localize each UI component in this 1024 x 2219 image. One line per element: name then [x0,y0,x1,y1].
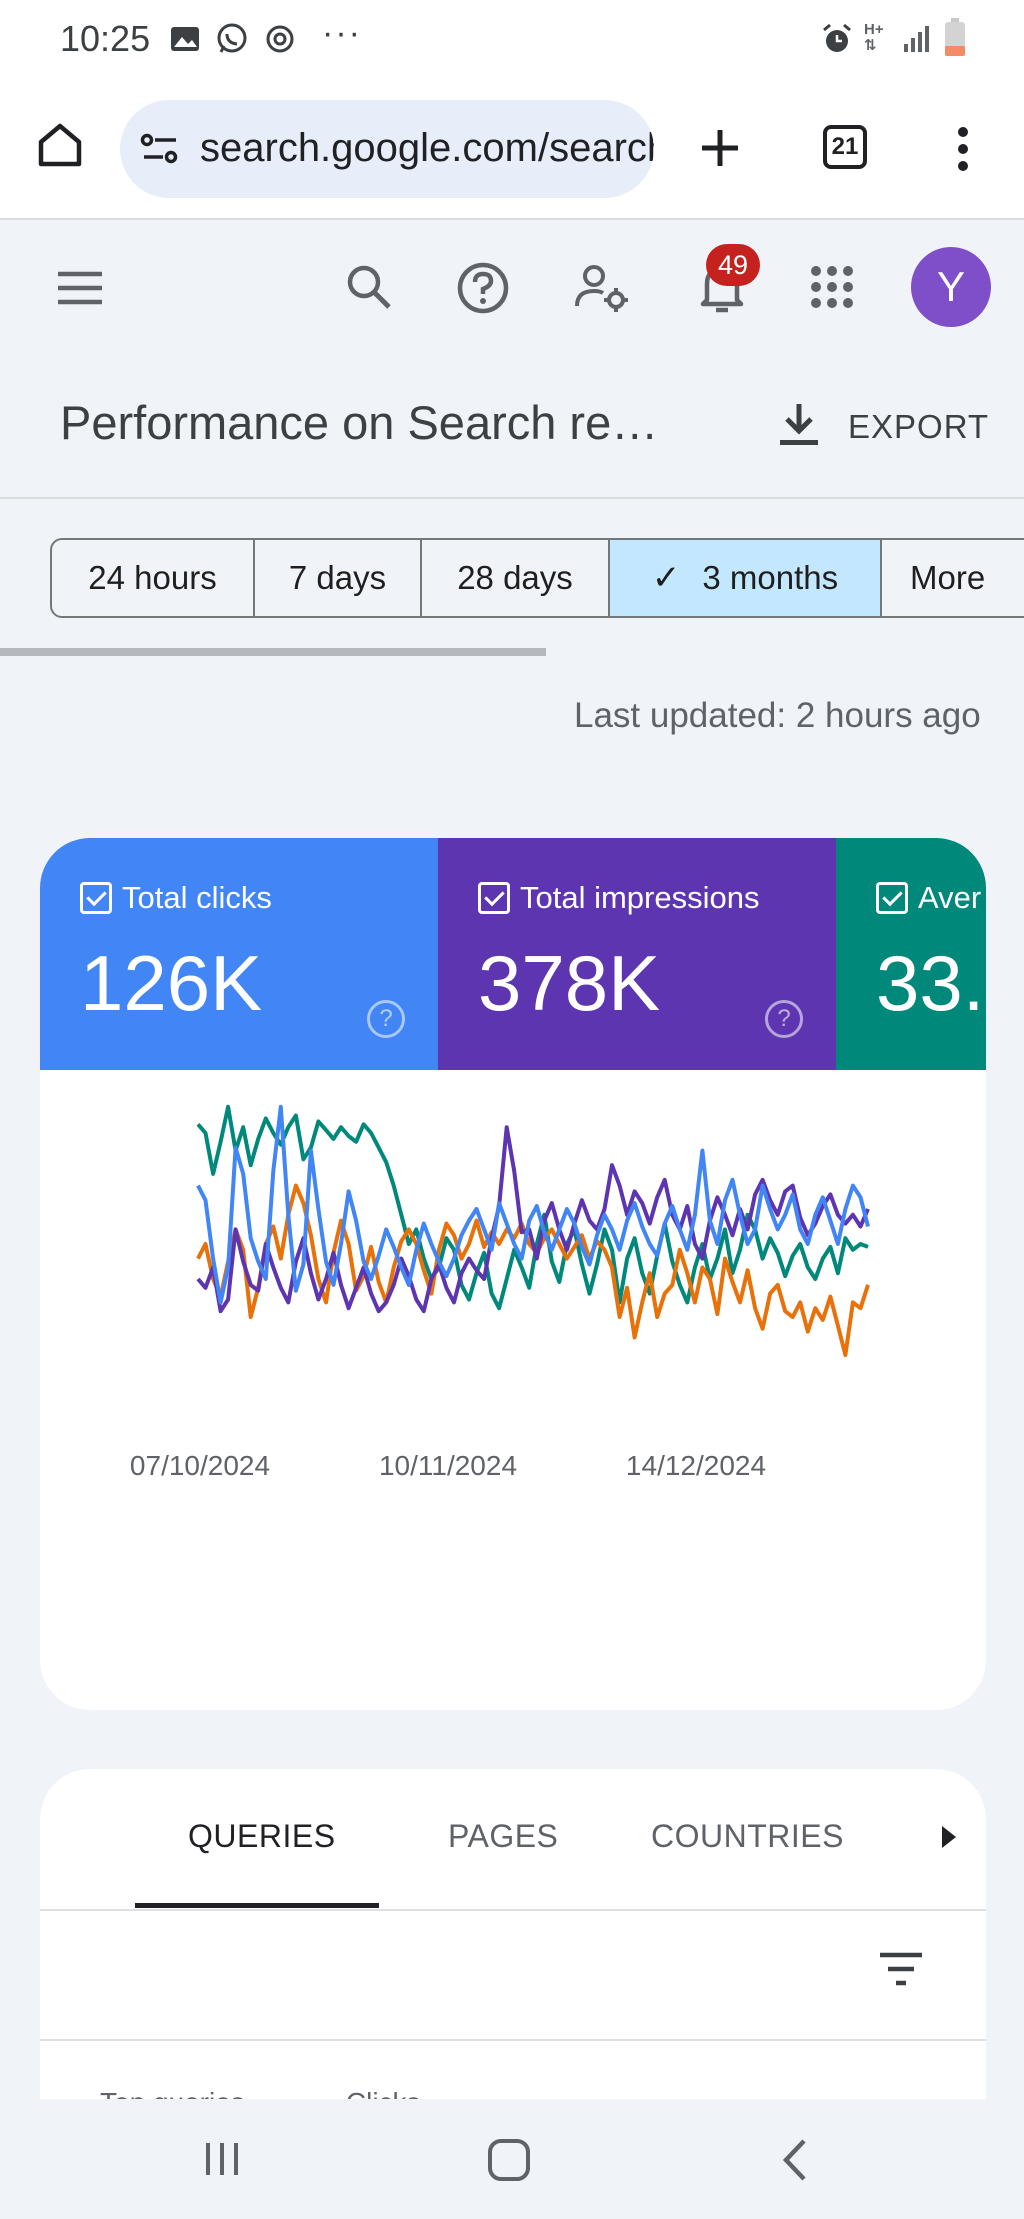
help-icon[interactable]: ? [765,1000,803,1038]
tabs-scroll-right-icon[interactable] [940,1824,958,1850]
tab-pages[interactable]: PAGES [448,1818,559,1854]
alarm-icon [823,23,851,52]
status-bar: 10:25 ··· H+ ⇅ [0,0,1024,80]
checkbox-icon[interactable] [478,882,510,914]
chip-more[interactable]: More [882,538,1024,618]
back-icon[interactable] [780,2137,810,2183]
new-tab-icon[interactable] [698,126,742,170]
metric-label: Aver [918,880,982,915]
download-icon[interactable] [778,402,820,448]
chip-28-days[interactable]: 28 days [422,538,610,618]
status-more-icon: ··· [322,14,362,52]
metric-value: 378K [478,939,661,1027]
tab-indicator [135,1903,379,1908]
metric-label: Total impressions [520,880,760,915]
chip-label: More [910,559,986,596]
divider [0,497,1024,499]
tab-switcher-button[interactable]: 21 [823,125,867,169]
account-settings-icon[interactable] [574,262,630,316]
checkbox-icon[interactable] [80,882,112,914]
divider [40,2039,986,2041]
chip-7-days[interactable]: 7 days [255,538,422,618]
checkbox-icon[interactable] [876,882,908,914]
apps-grid-icon[interactable] [810,265,854,309]
series-line-3 [196,1104,870,1305]
address-bar[interactable]: search.google.com/search-console [120,100,654,198]
chip-label: 7 days [288,559,387,596]
browser-menu-icon[interactable] [951,124,975,174]
tab-queries[interactable]: QUERIES [188,1818,336,1854]
url-text[interactable]: search.google.com/search-console [200,126,654,170]
series-line-2 [196,1125,870,1314]
x-tick-label: 14/12/2024 [626,1450,766,1481]
account-avatar[interactable]: Y [911,247,991,327]
metric-value: 33. [876,939,985,1027]
battery-icon [945,18,965,56]
notification-count-badge: 49 [706,244,760,286]
signal-icon [904,26,929,52]
gallery-icon [171,27,199,51]
metric-total-impressions[interactable]: Total impressions 378K ? [438,838,836,1070]
x-tick-label: 10/11/2024 [379,1450,517,1481]
metric-label: Total clicks [122,880,272,915]
metric-total-clicks[interactable]: Total clicks 126K ? [40,838,438,1070]
filter-icon[interactable] [878,1951,924,1987]
page-title: Performance on Search re… [60,396,659,449]
search-icon[interactable] [344,262,394,312]
site-settings-icon[interactable] [140,130,180,168]
chip-24-hours[interactable]: 24 hours [50,538,255,618]
metric-value: 126K [80,939,263,1027]
system-nav-bar [0,2099,1024,2219]
sync-icon [266,25,294,53]
network-h-icon: H+ ⇅ [864,21,884,54]
recent-apps-icon[interactable] [202,2139,242,2179]
x-tick-label: 07/10/2024 [130,1450,270,1481]
chip-label: 3 months [702,559,839,596]
date-range-chips: 24 hours 7 days 28 days ✓ 3 months More [50,538,1024,618]
whatsapp-icon [217,23,247,53]
chip-label: 24 hours [88,559,217,596]
performance-card: Total clicks 126K ? Total impressions 37… [40,838,986,1710]
divider [40,1909,986,1911]
export-button[interactable]: EXPORT [848,408,990,445]
status-time: 10:25 [60,18,151,59]
chip-label: 28 days [457,559,573,596]
tab-countries[interactable]: COUNTRIES [651,1818,844,1854]
hamburger-menu-icon[interactable] [56,270,104,306]
help-icon[interactable]: ? [367,1000,405,1038]
last-updated-text: Last updated: 2 hours ago [574,696,981,735]
chip-scroll-indicator [0,648,546,656]
check-icon: ✓ [651,559,681,597]
home-icon[interactable] [35,120,85,170]
help-icon[interactable] [456,261,510,315]
home-nav-icon[interactable] [486,2137,532,2183]
performance-chart: 07/10/2024 10/11/2024 14/12/2024 [130,1104,870,1481]
metric-average-ctr[interactable]: Aver 33. [836,838,986,1070]
chip-3-months[interactable]: ✓ 3 months [610,538,882,618]
